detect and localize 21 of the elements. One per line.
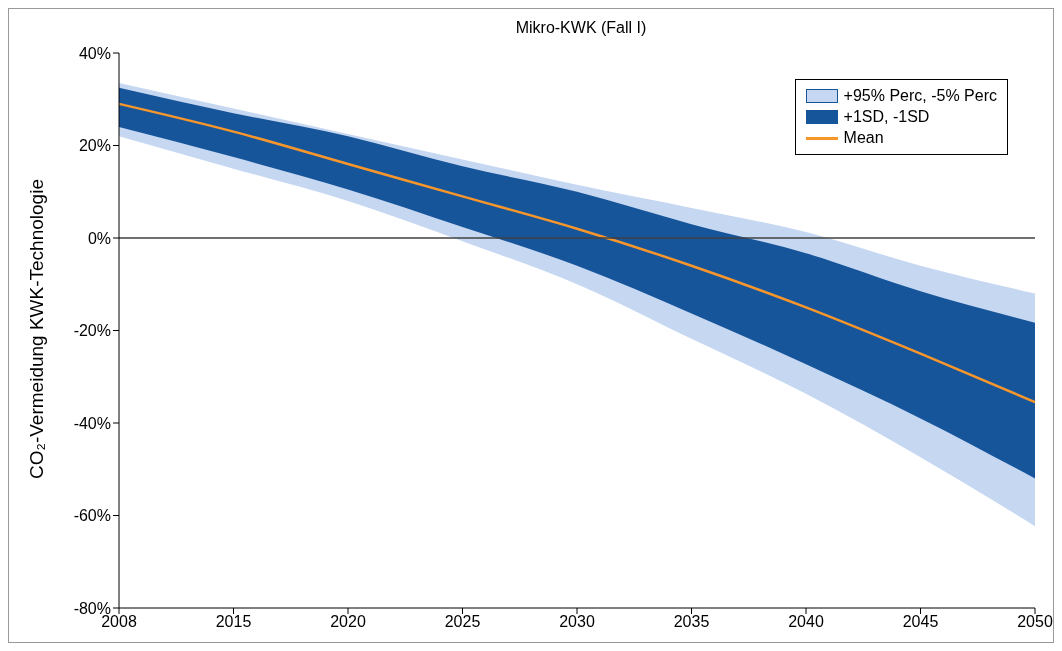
x-tick-label: 2015	[215, 613, 252, 631]
x-tick-label: 2020	[330, 613, 366, 631]
x-tick-label: 2035	[673, 613, 710, 631]
y-tick-label: 20%	[78, 137, 111, 155]
y-tick-label: -20%	[73, 322, 111, 340]
y-tick-label: 40%	[78, 44, 111, 62]
y-tick-label: -40%	[73, 414, 111, 432]
y-tick-label: 0%	[87, 229, 111, 247]
legend-label: +1SD, -1SD	[843, 108, 930, 126]
x-tick-label: 2030	[559, 613, 595, 631]
chart-title: Mikro-KWK (Fall I)	[514, 19, 648, 37]
y-axis-title: CO₂-Vermeidung KWK-Technologie	[26, 179, 48, 479]
x-tick-label: 2045	[902, 613, 939, 631]
y-tick-label: -60%	[73, 507, 111, 525]
x-tick-label: 2050	[1017, 613, 1053, 631]
legend-label: +95% Perc, -5% Perc	[843, 87, 997, 105]
x-tick-label: 2040	[788, 613, 824, 631]
x-tick-label: 2008	[101, 613, 137, 631]
line-series	[117, 102, 1037, 404]
legend-label: Mean	[843, 129, 884, 147]
x-tick-label: 2025	[444, 613, 481, 631]
